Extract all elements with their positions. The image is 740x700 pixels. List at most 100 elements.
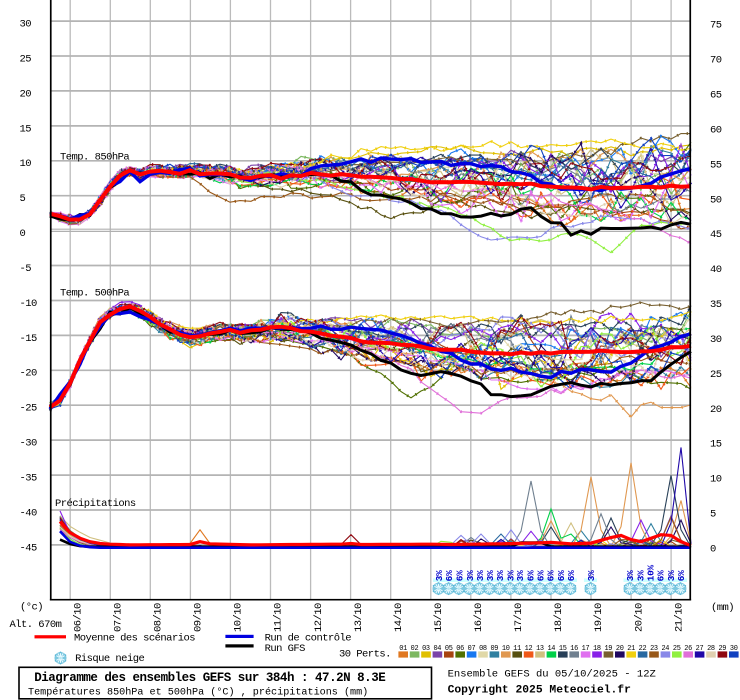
svg-text:12: 12 [525, 645, 533, 653]
svg-text:3%: 3% [515, 570, 526, 581]
svg-text:29: 29 [718, 645, 726, 653]
svg-text:-40: -40 [20, 507, 38, 519]
svg-text:13: 13 [536, 645, 544, 653]
svg-text:35: 35 [710, 299, 722, 311]
svg-text:15: 15 [710, 439, 722, 451]
svg-text:08/10: 08/10 [153, 603, 165, 632]
svg-text:-25: -25 [20, 403, 38, 415]
svg-text:15/10: 15/10 [433, 603, 445, 632]
svg-text:08: 08 [479, 645, 487, 653]
svg-text:3%: 3% [636, 570, 647, 581]
svg-text:20: 20 [616, 645, 624, 653]
svg-text:30: 30 [710, 334, 722, 346]
svg-text:5: 5 [20, 193, 26, 205]
svg-text:26: 26 [684, 645, 692, 653]
svg-text:Temp. 850hPa: Temp. 850hPa [60, 152, 129, 164]
svg-text:14: 14 [547, 645, 555, 653]
svg-text:15: 15 [20, 123, 32, 135]
svg-text:-30: -30 [20, 438, 38, 450]
svg-text:11/10: 11/10 [273, 603, 285, 632]
svg-text:06: 06 [456, 645, 464, 653]
svg-text:6%: 6% [656, 570, 667, 581]
svg-text:17/10: 17/10 [513, 603, 525, 632]
svg-text:70: 70 [710, 55, 722, 67]
svg-text:-10: -10 [20, 298, 38, 310]
svg-text:6%: 6% [556, 570, 567, 581]
svg-text:-15: -15 [20, 333, 38, 345]
svg-text:10: 10 [502, 645, 510, 653]
svg-text:Moyenne des scénarios: Moyenne des scénarios [74, 633, 195, 645]
svg-text:60: 60 [710, 124, 722, 136]
svg-text:25: 25 [673, 645, 681, 653]
svg-text:Diagramme des ensembles GEFS s: Diagramme des ensembles GEFS sur 384h : … [34, 671, 385, 685]
svg-text:18/10: 18/10 [553, 603, 565, 632]
svg-text:15: 15 [559, 645, 567, 653]
svg-text:Températures 850hPa et 500hPa: Températures 850hPa et 500hPa (°C) , pré… [28, 686, 368, 698]
svg-text:17: 17 [582, 645, 590, 653]
svg-text:09: 09 [490, 645, 498, 653]
svg-text:07: 07 [468, 645, 476, 653]
svg-text:27: 27 [696, 645, 704, 653]
svg-text:3%: 3% [586, 570, 597, 581]
svg-text:40: 40 [710, 264, 722, 276]
svg-text:65: 65 [710, 90, 722, 102]
svg-text:6%: 6% [454, 570, 465, 581]
svg-text:10%: 10% [646, 564, 657, 581]
svg-text:3%: 3% [475, 570, 486, 581]
svg-text:21: 21 [627, 645, 635, 653]
svg-text:20/10: 20/10 [633, 603, 645, 632]
svg-text:16/10: 16/10 [473, 603, 485, 632]
svg-text:18: 18 [593, 645, 601, 653]
svg-text:28: 28 [707, 645, 715, 653]
svg-text:Copyright 2025 Meteociel.fr: Copyright 2025 Meteociel.fr [448, 685, 631, 697]
svg-text:11: 11 [513, 645, 521, 653]
svg-text:(°c): (°c) [20, 602, 43, 614]
svg-text:02: 02 [411, 645, 419, 653]
svg-text:04: 04 [433, 645, 441, 653]
svg-text:14/10: 14/10 [393, 603, 405, 632]
svg-text:10: 10 [710, 474, 722, 486]
svg-text:06/10: 06/10 [72, 603, 84, 632]
svg-text:10/10: 10/10 [233, 603, 245, 632]
svg-text:0: 0 [710, 544, 716, 556]
svg-text:0: 0 [20, 228, 26, 240]
svg-text:-35: -35 [20, 472, 38, 484]
svg-text:16: 16 [570, 645, 578, 653]
svg-text:6%: 6% [536, 570, 547, 581]
svg-text:30: 30 [730, 645, 738, 653]
svg-text:30 Perts.: 30 Perts. [339, 649, 391, 661]
svg-text:07/10: 07/10 [113, 603, 125, 632]
svg-text:12/10: 12/10 [313, 603, 325, 632]
svg-text:Ensemble GEFS du 05/10/2025 -: Ensemble GEFS du 05/10/2025 - 12Z [448, 669, 656, 681]
svg-text:30: 30 [20, 19, 32, 31]
svg-text:6%: 6% [566, 570, 577, 581]
svg-text:Run de contrôle: Run de contrôle [265, 633, 352, 645]
svg-text:23: 23 [650, 645, 658, 653]
svg-text:19/10: 19/10 [593, 603, 605, 632]
svg-text:6%: 6% [546, 570, 557, 581]
svg-text:75: 75 [710, 20, 722, 32]
svg-text:3%: 3% [625, 570, 636, 581]
svg-text:25: 25 [20, 53, 32, 65]
svg-text:3%: 3% [434, 570, 445, 581]
svg-text:24: 24 [661, 645, 669, 653]
svg-text:6%: 6% [676, 570, 687, 581]
svg-text:3%: 3% [485, 570, 496, 581]
svg-text:03: 03 [422, 645, 430, 653]
svg-text:20: 20 [710, 404, 722, 416]
svg-text:6%: 6% [444, 570, 455, 581]
svg-text:6%: 6% [525, 570, 536, 581]
svg-text:21/10: 21/10 [673, 603, 685, 632]
svg-text:5: 5 [710, 509, 716, 521]
svg-text:45: 45 [710, 229, 722, 241]
svg-text:Risque neige: Risque neige [75, 653, 144, 665]
svg-text:Temp. 500hPa: Temp. 500hPa [60, 288, 129, 300]
svg-text:3%: 3% [465, 570, 476, 581]
svg-text:10: 10 [20, 158, 32, 170]
svg-text:50: 50 [710, 194, 722, 206]
svg-text:(mm): (mm) [711, 602, 734, 614]
svg-text:3%: 3% [666, 570, 677, 581]
svg-text:55: 55 [710, 159, 722, 171]
svg-text:Précipitations: Précipitations [55, 498, 136, 510]
svg-text:20: 20 [20, 88, 32, 100]
